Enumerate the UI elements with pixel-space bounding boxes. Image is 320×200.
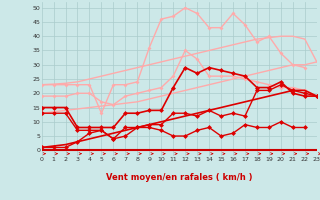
X-axis label: Vent moyen/en rafales ( km/h ): Vent moyen/en rafales ( km/h ) <box>106 174 252 182</box>
